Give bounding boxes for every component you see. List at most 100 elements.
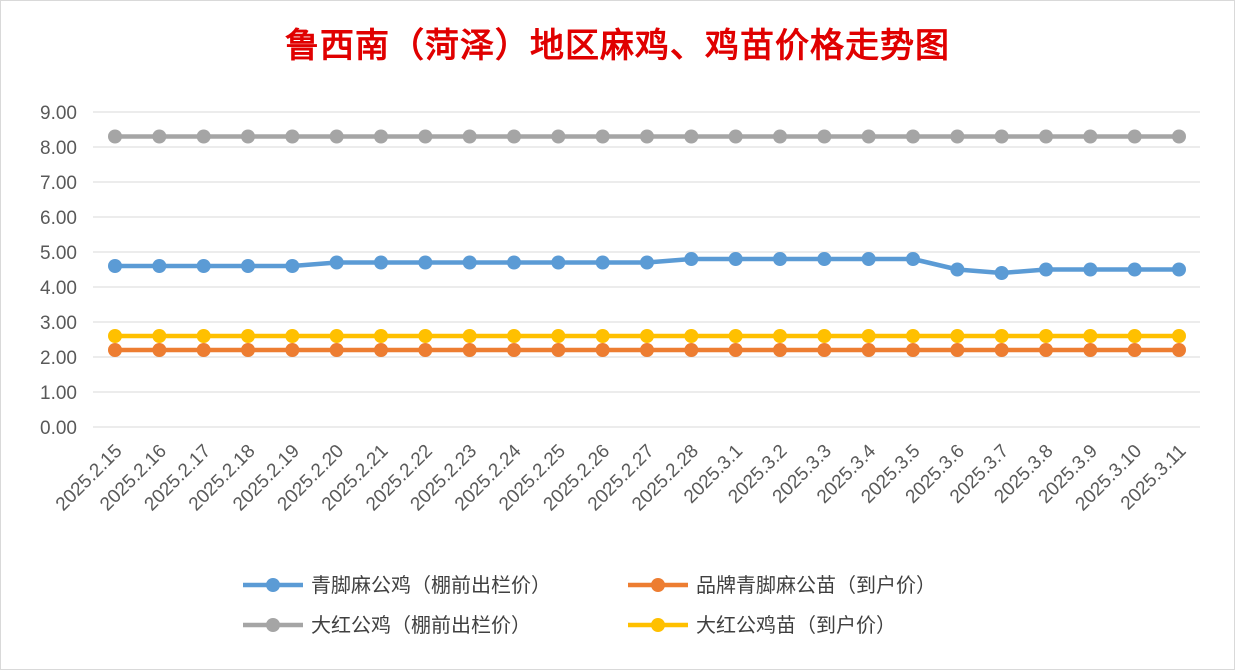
data-point [507,329,521,343]
legend-label: 青脚麻公鸡（棚前出栏价） [311,573,551,597]
data-point [196,129,211,144]
data-point [285,129,300,144]
data-point [906,329,920,343]
data-point [994,329,1009,343]
data-point [374,255,388,270]
data-point [994,343,1009,357]
data-point [1083,329,1098,343]
data-point [241,259,255,273]
data-point [285,259,300,273]
data-point [462,343,477,357]
data-point [728,329,743,343]
data-point [241,343,255,357]
data-point [640,129,654,144]
data-point [418,329,433,343]
data-point [329,255,344,270]
data-point [1172,343,1186,357]
data-point [640,255,654,270]
legend-marker [266,578,280,592]
data-point [374,329,388,343]
legend-label: 大红公鸡（棚前出栏价） [311,613,531,637]
data-point [329,329,344,343]
data-point [861,329,876,343]
data-point [241,329,255,343]
data-point [773,252,787,266]
data-point [285,329,300,343]
data-point [684,329,699,343]
y-tick-label: 8.00 [40,138,77,159]
data-point [551,129,566,144]
data-point [684,252,699,266]
data-point [285,343,300,357]
y-tick-label: 0.00 [40,418,77,439]
data-point [640,343,654,357]
data-point [507,129,521,144]
legend-marker [651,578,665,592]
data-point [1172,129,1186,144]
data-point [196,343,211,357]
data-point [418,255,433,270]
data-point [906,252,920,266]
y-tick-label: 6.00 [40,208,77,229]
data-point [595,343,610,357]
data-point [817,252,832,266]
data-point [773,343,787,357]
data-point [906,343,920,357]
data-point [196,329,211,343]
y-tick-label: 1.00 [40,383,77,404]
data-point [861,252,876,266]
data-point [773,129,787,144]
data-point [1172,329,1186,343]
y-tick-label: 3.00 [40,313,77,334]
data-point [152,259,167,273]
data-point [950,343,965,357]
y-tick-label: 5.00 [40,243,77,264]
data-point [950,129,965,144]
data-point [728,252,743,266]
data-point [861,343,876,357]
data-point [108,129,122,144]
data-point [152,329,167,343]
y-tick-label: 7.00 [40,173,77,194]
data-point [1127,262,1142,277]
legend-label: 大红公鸡苗（到户价） [696,613,896,637]
data-point [551,255,566,270]
data-point [551,329,566,343]
legend-marker [266,618,280,632]
data-point [418,129,433,144]
data-point [1039,329,1053,343]
data-point [462,255,477,270]
data-point [241,129,255,144]
data-point [507,255,521,270]
y-tick-label: 4.00 [40,278,77,299]
data-point [329,129,344,144]
data-point [595,329,610,343]
data-point [906,129,920,144]
data-point [1039,262,1053,277]
data-point [1039,129,1053,144]
data-point [374,129,388,144]
data-point [728,343,743,357]
data-point [152,129,167,144]
data-point [773,329,787,343]
data-point [684,343,699,357]
data-point [108,329,122,343]
data-point [1083,343,1098,357]
data-point [152,343,167,357]
data-point [1083,129,1098,144]
data-point [196,259,211,273]
data-point [108,259,122,273]
data-point [595,129,610,144]
data-point [950,262,965,277]
legend-label: 品牌青脚麻公苗（到户价） [696,573,936,597]
data-point [817,343,832,357]
data-point [1172,262,1186,277]
data-point [595,255,610,270]
data-point [640,329,654,343]
data-point [684,129,699,144]
data-point [994,129,1009,144]
chart-title: 鲁西南（菏泽）地区麻鸡、鸡苗价格走势图 [285,26,950,66]
legend-marker [651,618,665,632]
y-tick-label: 2.00 [40,348,77,369]
